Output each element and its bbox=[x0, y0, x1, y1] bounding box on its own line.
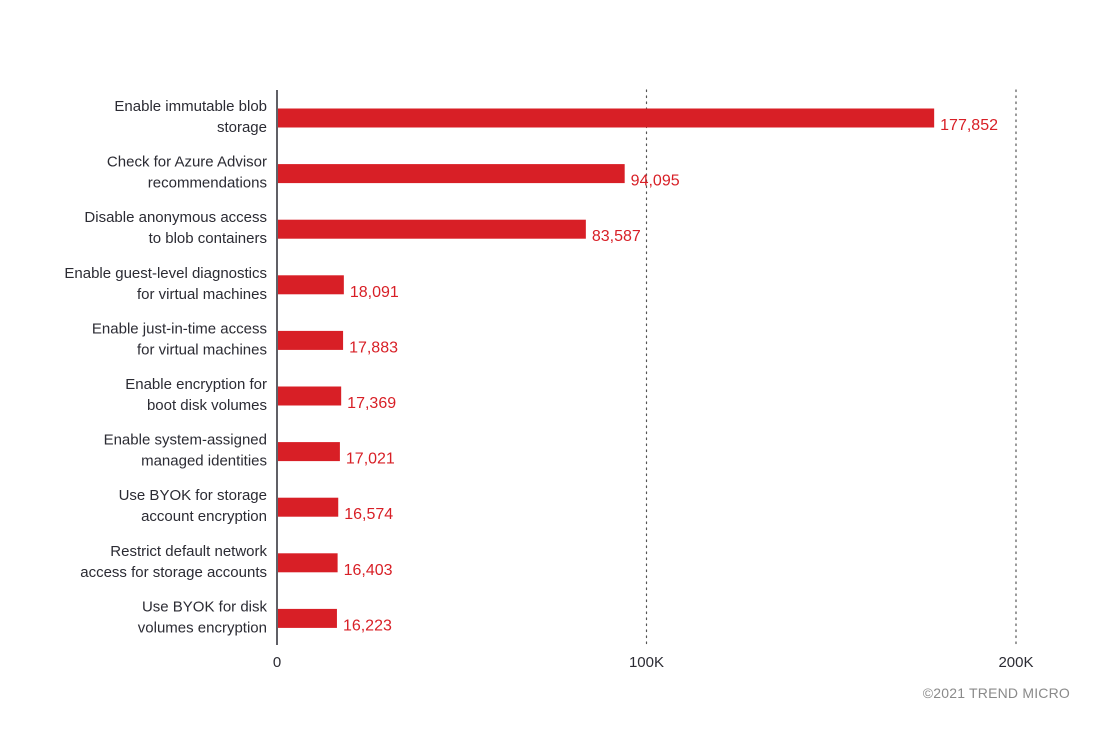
category-label: managed identities bbox=[141, 453, 267, 470]
category-label: Check for Azure Advisor bbox=[107, 154, 267, 171]
category-label: Use BYOK for disk bbox=[142, 598, 268, 615]
bar bbox=[278, 553, 338, 573]
x-tick-label: 100K bbox=[629, 654, 664, 671]
bar bbox=[278, 164, 625, 184]
category-label: recommendations bbox=[148, 175, 267, 192]
bar bbox=[278, 108, 935, 128]
bar bbox=[278, 386, 342, 406]
copyright-notice: ©2021 TREND MICRO bbox=[922, 685, 1070, 701]
category-label: Enable immutable blob bbox=[114, 98, 267, 115]
bar bbox=[278, 275, 344, 295]
category-label: for virtual machines bbox=[137, 341, 267, 358]
bar bbox=[278, 497, 339, 517]
data-label: 17,021 bbox=[346, 451, 395, 468]
bar bbox=[278, 219, 586, 239]
data-label: 16,223 bbox=[343, 617, 392, 634]
category-label: Enable guest-level diagnostics bbox=[64, 265, 267, 282]
data-label: 16,574 bbox=[344, 506, 393, 523]
category-label: Enable system-assigned bbox=[104, 432, 267, 449]
x-tick-label: 200K bbox=[998, 654, 1033, 671]
category-label: Disable anonymous access bbox=[84, 209, 267, 226]
category-label: storage bbox=[217, 119, 267, 136]
category-label: Restrict default network bbox=[110, 543, 267, 560]
category-label: account encryption bbox=[141, 508, 267, 525]
category-label: for virtual machines bbox=[137, 286, 267, 303]
bar bbox=[278, 608, 337, 628]
category-label: volumes encryption bbox=[138, 619, 267, 636]
category-label: Use BYOK for storage bbox=[119, 487, 267, 504]
category-label: Enable just-in-time access bbox=[92, 320, 267, 337]
data-label: 177,852 bbox=[940, 117, 998, 134]
x-tick-label: 0 bbox=[273, 654, 281, 671]
category-label: Enable encryption for bbox=[125, 376, 267, 393]
category-label: to blob containers bbox=[149, 230, 267, 247]
bar bbox=[278, 442, 340, 462]
data-label: 83,587 bbox=[592, 228, 641, 245]
category-label: access for storage accounts bbox=[80, 564, 267, 581]
data-label: 94,095 bbox=[631, 173, 680, 190]
bar bbox=[278, 330, 344, 350]
data-label: 17,883 bbox=[349, 339, 398, 356]
category-label: boot disk volumes bbox=[147, 397, 267, 414]
data-label: 18,091 bbox=[350, 284, 399, 301]
data-label: 16,403 bbox=[344, 562, 393, 579]
data-label: 17,369 bbox=[347, 395, 396, 412]
